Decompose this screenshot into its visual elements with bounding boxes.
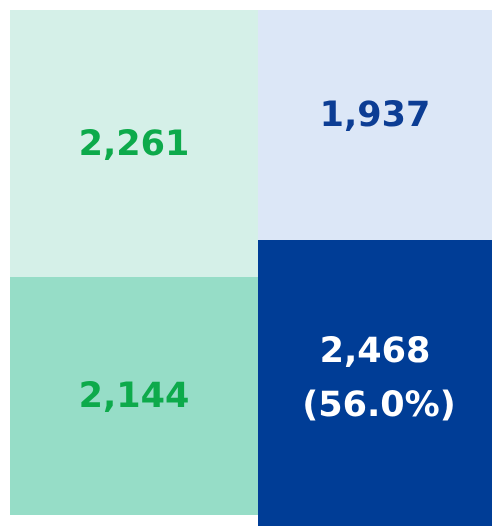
tile-label: 1,937 (319, 95, 431, 135)
tile-label: 2,261 (78, 123, 190, 164)
tile: 2,468 (56.0%) (258, 240, 492, 526)
tile: 1,937 (258, 10, 492, 240)
tile-sublabel: (56.0%) (302, 385, 456, 425)
tile: 2,261 (10, 10, 258, 277)
tile-label: 2,144 (78, 376, 190, 416)
tile-label: 2,468 (319, 331, 431, 371)
tile: 2,144 (10, 277, 258, 515)
